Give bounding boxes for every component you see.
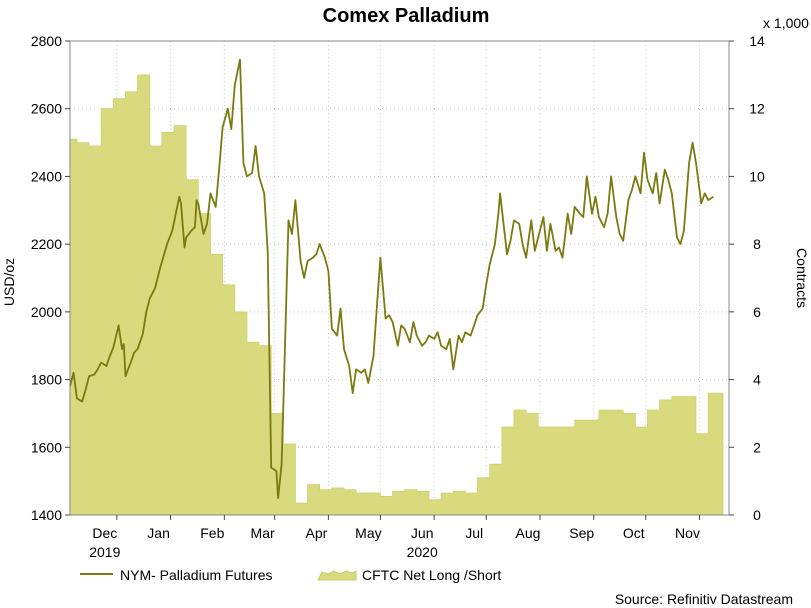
x-tick-label: Dec [92,525,117,541]
x-axis-ticks: Dec Jan Feb Mar Apr May Jun Jul Aug Sep Oct Nov 2019… [89,515,701,560]
legend-label-palladium: NYM- Palladium Futures [120,567,273,583]
y-axis-ticks: 1400 1600 1800 2000 2200 2400 2600 2800 [31,33,70,523]
y2-tick-label: 0 [753,507,761,523]
plot-frame [69,40,730,516]
palladium-futures-line [69,58,714,500]
y-tick-label: 1800 [31,372,62,388]
x-tick-label: Oct [623,525,645,541]
y2-tick-label: 4 [753,372,761,388]
y2-tick-label: 12 [749,101,765,117]
x-year-label: 2020 [407,544,438,560]
y-tick-label: 2000 [31,304,62,320]
x-tick-label: Jan [147,525,170,541]
x-tick-label: Aug [516,525,541,541]
cftc-area-layer [69,74,724,516]
x-tick-label: Nov [675,525,700,541]
y-tick-label: 2800 [31,33,62,49]
chart-title: Comex Palladium [323,5,490,27]
legend: NYM- Palladium Futures CFTC Net Long /Sh… [80,567,501,583]
palladium-line-layer [69,58,714,500]
x-tick-label: Apr [306,525,328,541]
y-axis-label: USD/oz [1,258,17,306]
y2-tick-label: 8 [753,236,761,252]
cftc-net-area [69,74,724,516]
x-tick-label: Feb [200,525,224,541]
y-tick-label: 1600 [31,439,62,455]
legend-label-cftc: CFTC Net Long /Short [362,567,501,583]
y2-tick-label: 6 [753,304,761,320]
y-tick-label: 1400 [31,507,62,523]
source-note: Source: Refinitiv Datastream [615,591,793,607]
legend-area-swatch [317,570,357,581]
x-tick-label: Jun [411,525,434,541]
x-tick-label: Sep [569,525,594,541]
y2-axis-ticks: 0 2 4 6 8 10 12 14 [729,33,765,523]
y-tick-label: 2200 [31,236,62,252]
y2-multiplier-label: x 1,000 [763,15,809,31]
y2-tick-label: 14 [749,33,765,49]
x-tick-label: Mar [251,525,275,541]
x-tick-label: May [355,525,381,541]
y-tick-label: 2600 [31,101,62,117]
y-tick-label: 2400 [31,168,62,184]
x-year-label: 2019 [89,544,120,560]
x-tick-label: Jul [465,525,483,541]
y2-tick-label: 2 [753,439,761,455]
y2-axis-label: Contracts [794,248,810,308]
y2-tick-label: 10 [749,168,765,184]
